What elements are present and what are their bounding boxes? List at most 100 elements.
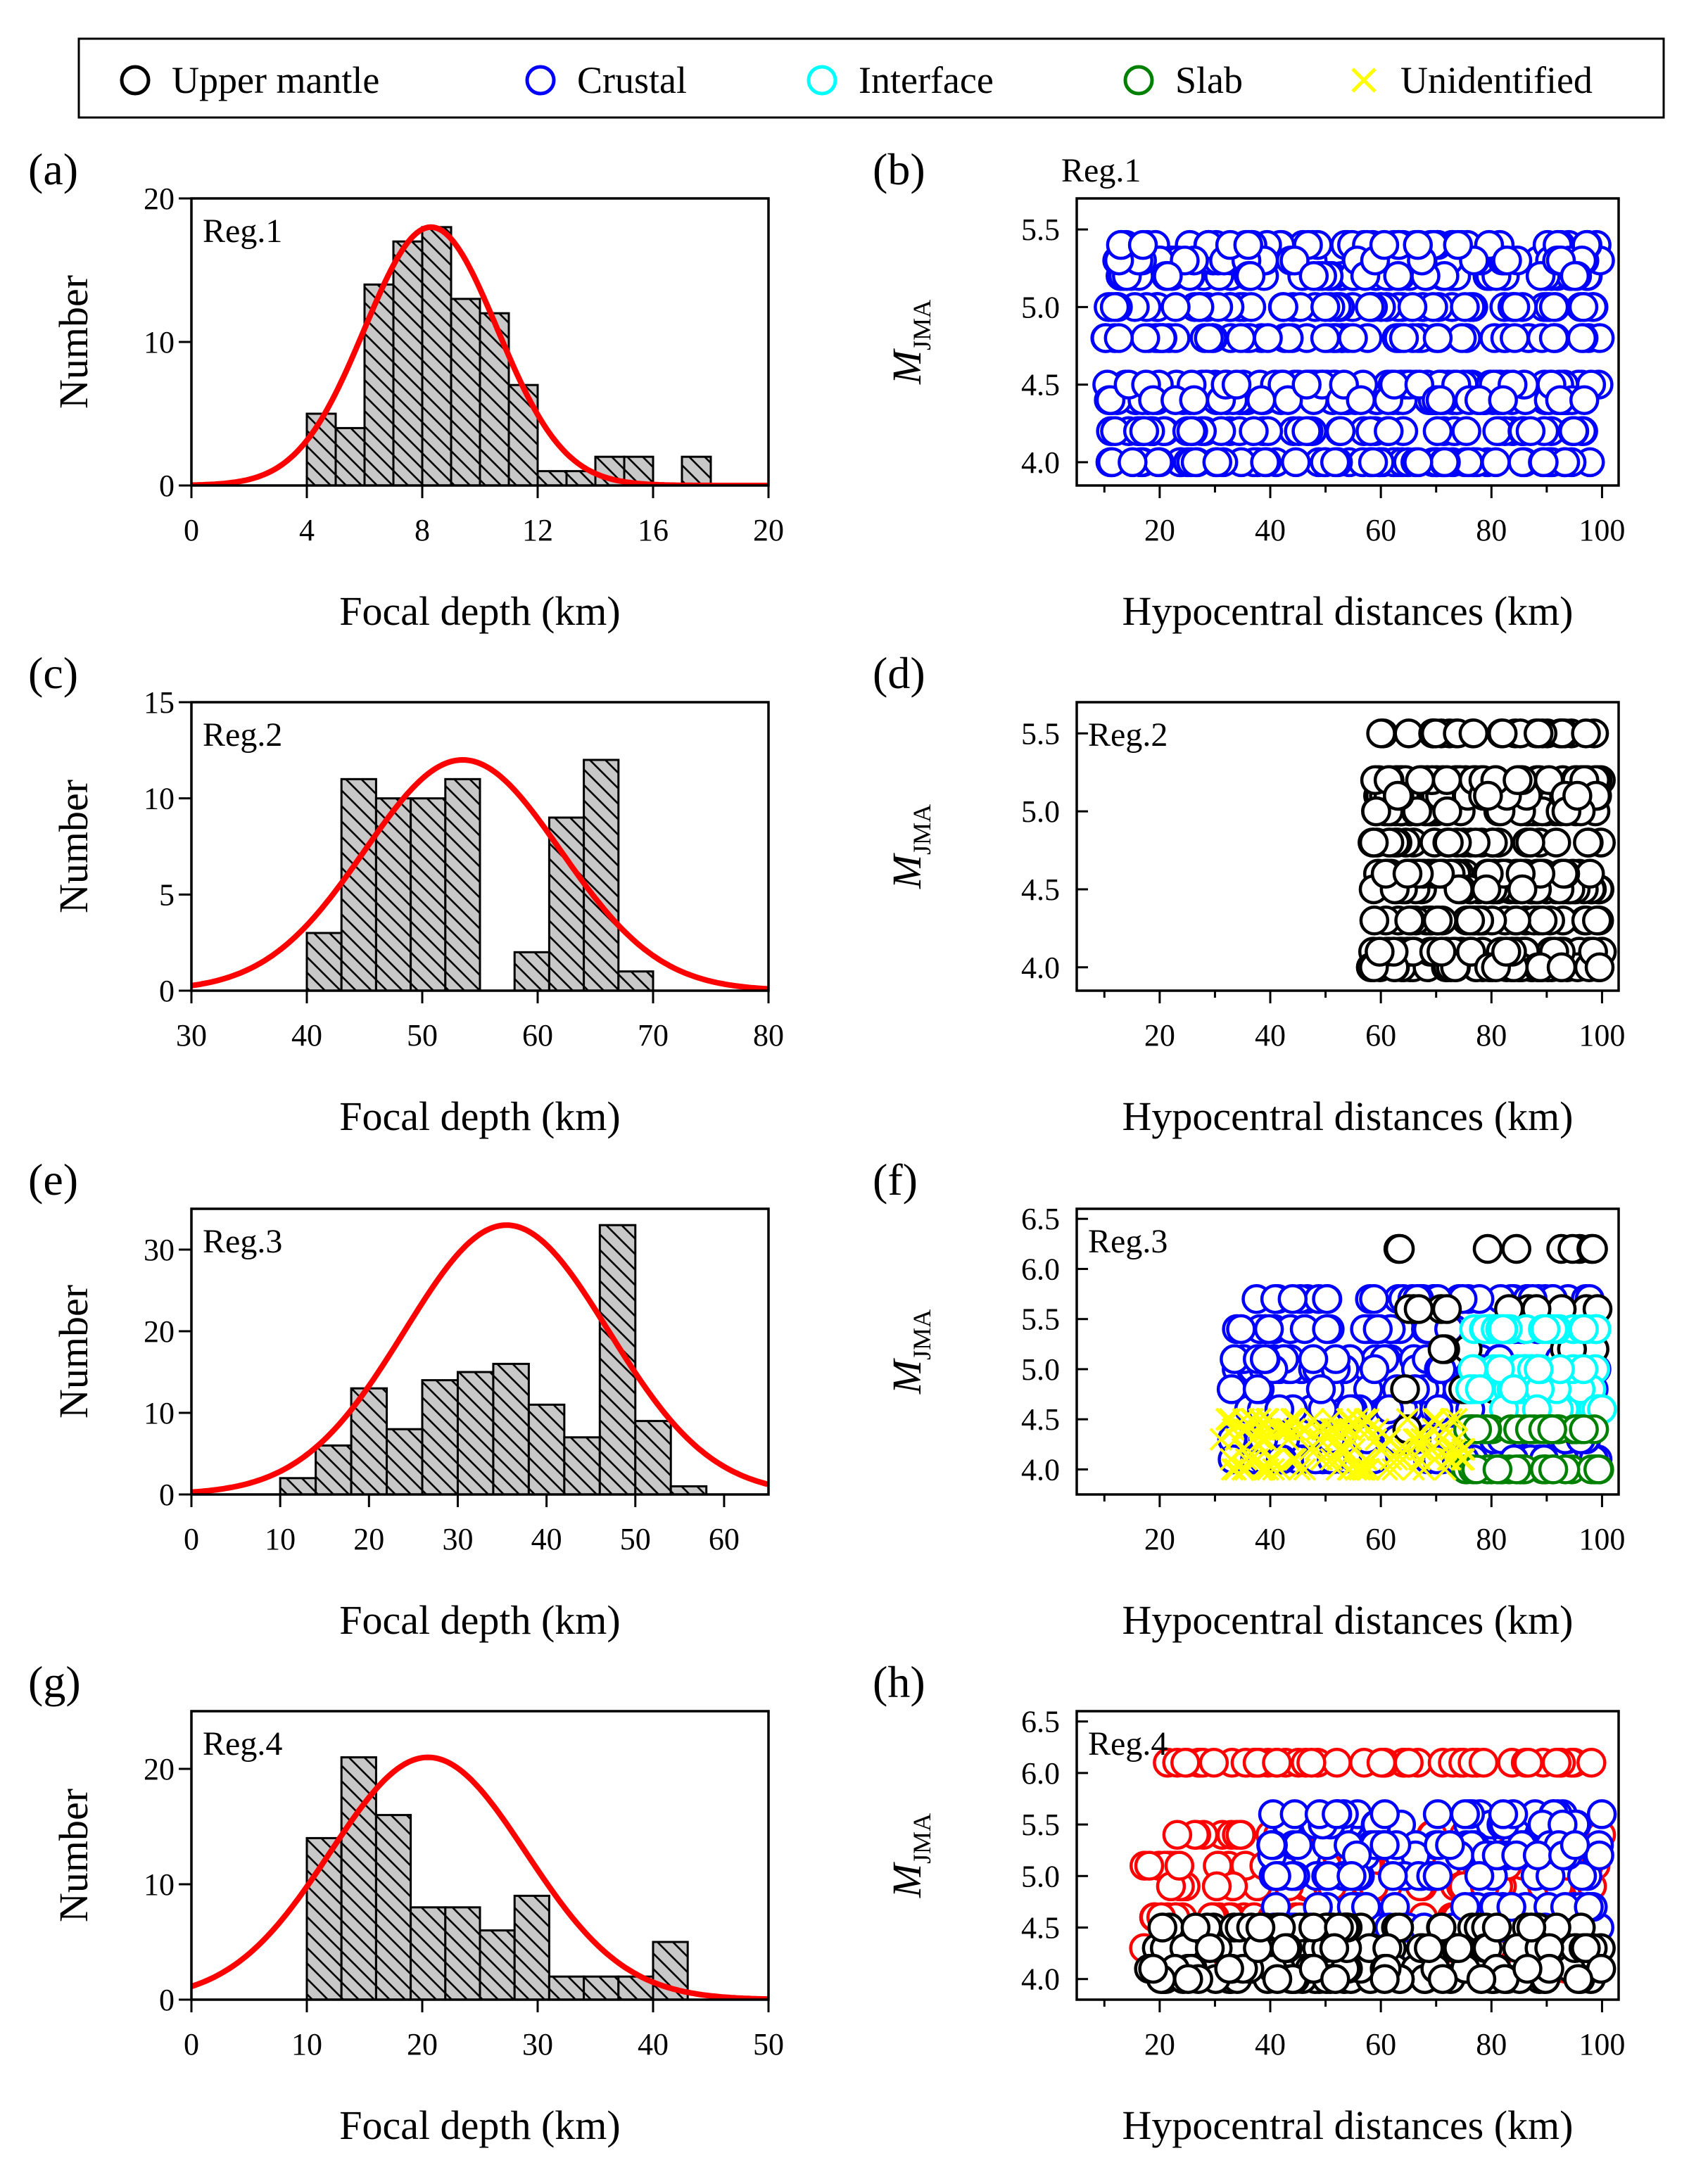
x-tick-label: 20	[353, 1522, 384, 1556]
scatter-point	[1298, 1344, 1329, 1374]
scatter-point	[1253, 1314, 1284, 1345]
scatter-point	[1160, 292, 1191, 322]
scatter-point-x	[1405, 1428, 1429, 1452]
x-axis-label: Hypocentral distances (km)	[1122, 1597, 1573, 1643]
scatter-point	[1388, 323, 1419, 353]
scatter-point	[1394, 906, 1424, 936]
scatter-point	[1466, 1964, 1497, 1994]
scatter-point	[1513, 1747, 1543, 1778]
plot-area	[1209, 1233, 1617, 1485]
scatter-point	[1134, 1850, 1165, 1881]
scatter-point	[1170, 1747, 1201, 1778]
plot-frame	[1075, 1710, 1620, 2001]
scatter-point	[1202, 447, 1233, 478]
y-tick-label: 5.5	[1021, 716, 1060, 751]
scatter-point	[1515, 416, 1546, 447]
scatter-point	[1427, 1334, 1458, 1364]
scatter-point	[1498, 1374, 1529, 1404]
scatter-point	[1425, 385, 1456, 415]
scatter-point	[1522, 1840, 1553, 1871]
y-tick-label: 6.0	[1021, 1252, 1060, 1286]
scatter-point	[1567, 323, 1598, 353]
scatter-point-x	[1334, 1417, 1358, 1441]
region-label: Reg.2	[1088, 716, 1168, 754]
scatter-point	[1179, 385, 1209, 415]
scatter-point	[1298, 1912, 1329, 1943]
scatter-point	[1482, 1454, 1513, 1485]
histogram-bar	[456, 1371, 495, 1494]
scatter-point-x	[1325, 1457, 1349, 1481]
plot-frame	[1075, 701, 1620, 992]
scatter-point	[1403, 1294, 1434, 1324]
x-tick-label: 40	[1255, 513, 1286, 547]
scatter-point	[1538, 323, 1569, 353]
x-tick-label: 80	[1476, 513, 1507, 547]
scatter-point	[1369, 1799, 1400, 1829]
scatter-point	[1383, 261, 1413, 291]
scatter-point	[1296, 1747, 1327, 1778]
scatter-point	[1393, 718, 1424, 749]
scatter-point	[1384, 1233, 1415, 1264]
scatter-point	[1559, 416, 1589, 447]
x-tick-label: 12	[522, 513, 553, 547]
y-tick-label: 20	[144, 1752, 175, 1786]
scatter-point	[1359, 1283, 1389, 1314]
scatter-point	[1359, 906, 1390, 936]
y-tick-label: 30	[144, 1233, 175, 1267]
scatter-point-x	[1246, 1447, 1270, 1471]
scatter-point	[1201, 1871, 1232, 1902]
scatter-point	[1529, 447, 1559, 478]
scatter-point	[1298, 261, 1329, 291]
scatter-point-x	[1366, 1417, 1390, 1441]
x-tick-label: 40	[531, 1522, 562, 1556]
histogram-bar	[315, 1444, 353, 1494]
x-tick-label: 100	[1579, 513, 1625, 547]
histogram-bar	[492, 1362, 530, 1494]
scatter-point	[1162, 1820, 1193, 1850]
x-tick-label: 100	[1579, 2027, 1625, 2062]
scatter-point	[1369, 1830, 1400, 1860]
x-tick-label: 10	[291, 2027, 322, 2062]
plot-frame	[1075, 1207, 1620, 1496]
y-tick-label: 5.5	[1021, 1302, 1060, 1337]
scatter-point	[1515, 827, 1545, 858]
y-tick-label: 5.0	[1021, 290, 1060, 324]
scatter-point	[1262, 1964, 1293, 1994]
y-tick-label: 10	[144, 1867, 175, 1902]
legend-label: Slab	[1175, 59, 1243, 101]
scatter-point	[1481, 1912, 1512, 1943]
y-tick-label: 0	[159, 1478, 175, 1512]
scatter-point	[1312, 1283, 1342, 1314]
histogram-bar	[444, 1906, 481, 2000]
scatter-point-x	[1387, 1437, 1411, 1461]
legend-label: Interface	[859, 59, 994, 101]
scatter-point	[1422, 1799, 1453, 1829]
x-tick-label: 70	[638, 1018, 669, 1053]
y-axis-label: Number	[51, 1789, 96, 1922]
scatter-point	[1584, 952, 1615, 983]
scatter-point	[1435, 1830, 1465, 1860]
scatter-point	[1427, 1964, 1458, 1994]
scatter-point	[1422, 323, 1453, 353]
histogram-bar	[421, 1379, 459, 1494]
fit-curve	[191, 1754, 768, 2000]
scatter-point-x	[1420, 1437, 1443, 1461]
scatter-point-x	[1287, 1457, 1311, 1481]
scatter-point	[1403, 229, 1433, 260]
scatter-point	[1277, 1283, 1308, 1314]
scatter-point	[1473, 780, 1503, 811]
region-label: Reg.1	[203, 212, 282, 250]
x-tick-label: 60	[709, 1522, 740, 1556]
scatter-point	[1563, 1964, 1593, 1994]
x-tick-label: 60	[522, 1018, 553, 1053]
scatter-point	[1374, 416, 1404, 447]
x-tick-label: 20	[1144, 1018, 1175, 1053]
scatter-point	[1492, 245, 1522, 276]
scatter-point	[1414, 1933, 1444, 1964]
region-label: Reg.3	[203, 1223, 282, 1260]
scatter-point	[1279, 1799, 1310, 1829]
scatter-point	[1246, 385, 1277, 415]
y-tick-label: 4.0	[1021, 1962, 1060, 1997]
y-axis-label: MJMA	[884, 804, 936, 889]
